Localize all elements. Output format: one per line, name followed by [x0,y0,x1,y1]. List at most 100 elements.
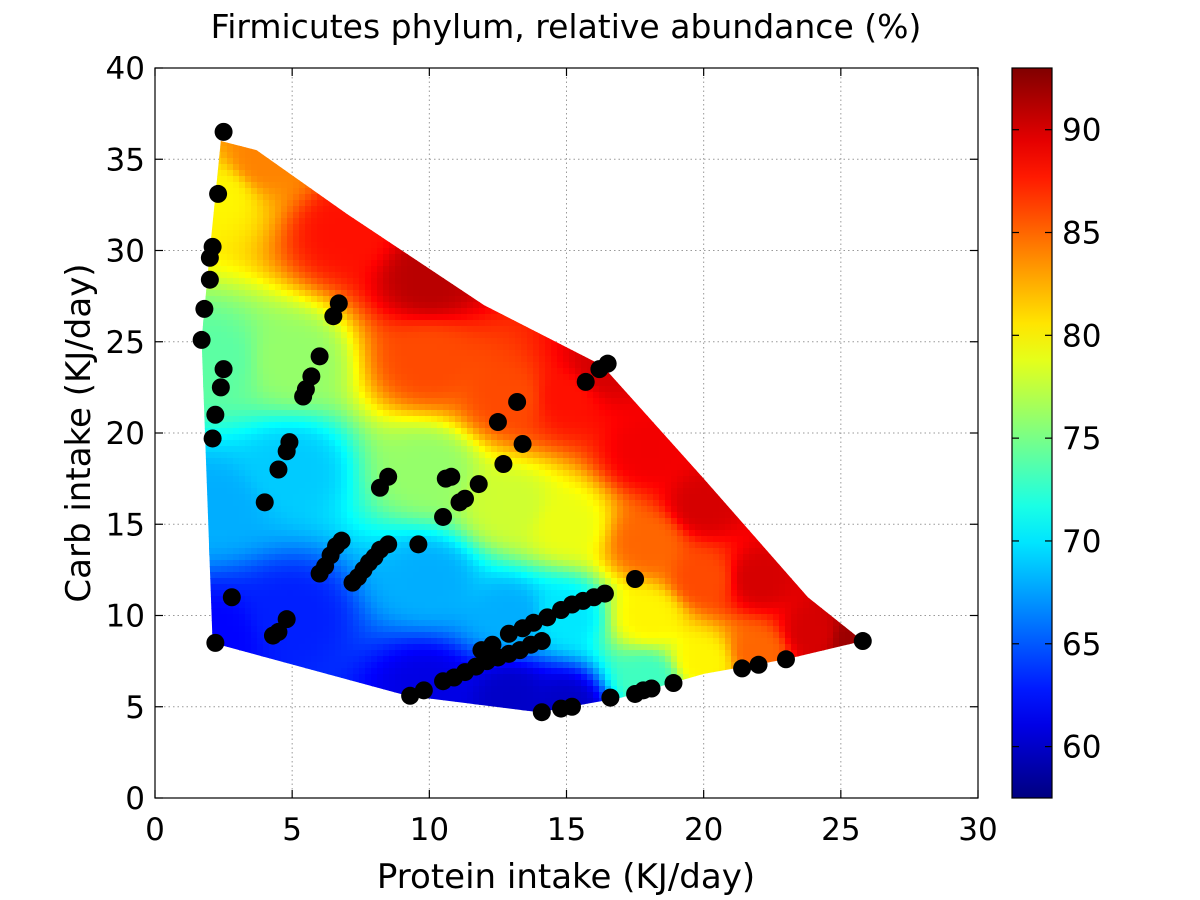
surface-cell [473,386,480,393]
surface-cell [461,320,468,327]
surface-cell [485,386,492,393]
surface-cell [203,362,210,369]
surface-cell [215,356,222,363]
surface-cell [227,290,234,297]
surface-cell [239,350,246,357]
surface-cell [347,356,354,363]
surface-cell [383,302,390,309]
surface-cell [341,374,348,381]
surface-cell [425,350,432,357]
surface-cell [281,248,288,255]
surface-cell [275,200,282,207]
surface-cell [287,362,294,369]
surface-cell [569,356,576,363]
surface-cell [287,356,294,363]
surface-cell [329,326,336,333]
surface-cell [413,278,420,285]
surface-cell [437,344,444,351]
surface-cell [359,254,366,261]
surface-cell [239,212,246,219]
surface-cell [389,302,396,309]
surface-cell [515,368,522,375]
surface-cell [317,260,324,267]
surface-cell [293,374,300,381]
surface-cell [443,296,450,303]
surface-cell [263,308,270,315]
surface-cell [395,332,402,339]
surface-cell [455,368,462,375]
surface-cell [335,236,342,243]
surface-cell [431,338,438,345]
surface-cell [311,254,318,261]
surface-cell [533,356,540,363]
surface-cell [245,272,252,279]
surface-cell [257,224,264,231]
surface-cell [215,170,222,177]
surface-cell [293,314,300,321]
surface-cell [353,278,360,285]
surface-cell [341,320,348,327]
surface-cell [311,308,318,315]
surface-cell [299,290,306,297]
surface-cell [443,308,450,315]
surface-cell [251,236,258,243]
surface-cell [245,368,252,375]
surface-cell [329,374,336,381]
surface-cell [323,296,330,303]
surface-cell [437,362,444,369]
surface-cell [557,362,564,369]
surface-cell [329,284,336,291]
surface-cell [263,242,270,249]
surface-cell [257,320,264,327]
surface-cell [353,260,360,267]
surface-cell [233,188,240,195]
surface-cell [329,290,336,297]
surface-cell [227,338,234,345]
surface-cell [557,374,564,381]
surface-cell [359,386,366,393]
surface-cell [449,302,456,309]
surface-cell [257,236,264,243]
surface-cell [401,362,408,369]
surface-cell [305,344,312,351]
surface-cell [245,260,252,267]
surface-cell [293,356,300,363]
surface-cell [575,368,582,375]
surface-cell [329,266,336,273]
surface-cell [365,272,372,279]
surface-cell [473,362,480,369]
surface-cell [251,320,258,327]
surface-cell [239,260,246,267]
surface-cell [413,350,420,357]
surface-cell [407,350,414,357]
surface-cell [239,254,246,261]
surface-cell [305,356,312,363]
surface-cell [257,188,264,195]
surface-cell [365,368,372,375]
surface-cell [293,272,300,279]
surface-cell [551,386,558,393]
surface-cell [281,206,288,213]
surface-cell [467,368,474,375]
surface-cell [539,338,546,345]
surface-cell [371,248,378,255]
surface-cell [359,278,366,285]
surface-cell [377,356,384,363]
surface-cell [323,320,330,327]
surface-cell [341,362,348,369]
surface-cell [479,326,486,333]
surface-cell [509,374,516,381]
surface-cell [359,374,366,381]
surface-cell [245,230,252,237]
surface-cell [353,374,360,381]
surface-cell [353,248,360,255]
surface-cell [365,356,372,363]
surface-cell [233,170,240,177]
surface-cell [245,158,252,165]
surface-cell [335,338,342,345]
surface-cell [443,362,450,369]
surface-cell [413,326,420,333]
surface-cell [245,338,252,345]
surface-cell [257,326,264,333]
